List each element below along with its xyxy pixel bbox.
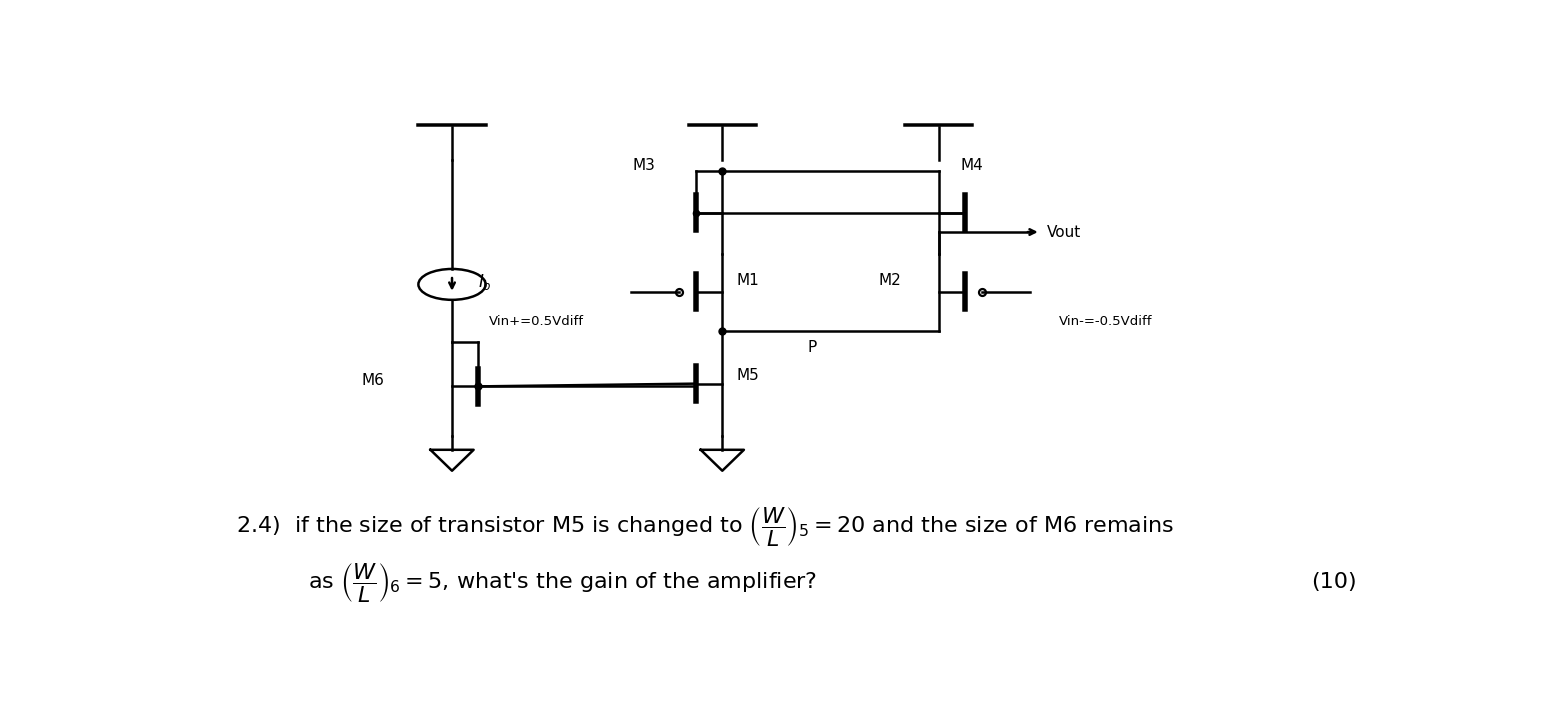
Text: (10): (10) — [1311, 572, 1356, 592]
Text: M5: M5 — [736, 368, 760, 383]
Text: P: P — [808, 340, 817, 355]
Text: Vin+=0.5Vdiff: Vin+=0.5Vdiff — [488, 315, 584, 329]
Text: M2: M2 — [879, 273, 901, 288]
Text: $I_b$: $I_b$ — [479, 271, 493, 291]
Text: M1: M1 — [736, 273, 760, 288]
Text: M3: M3 — [632, 158, 656, 173]
Text: 2.4)  if the size of transistor M5 is changed to $\left(\dfrac{W}{L}\right)_5 = : 2.4) if the size of transistor M5 is cha… — [236, 505, 1175, 548]
Text: Vin-=-0.5Vdiff: Vin-=-0.5Vdiff — [1059, 315, 1152, 329]
Text: M6: M6 — [363, 373, 384, 388]
Text: Vout: Vout — [1046, 225, 1080, 240]
Text: as $\left(\dfrac{W}{L}\right)_6 = 5$, what's the gain of the amplifier?: as $\left(\dfrac{W}{L}\right)_6 = 5$, wh… — [308, 561, 817, 604]
Text: M4: M4 — [959, 158, 983, 173]
